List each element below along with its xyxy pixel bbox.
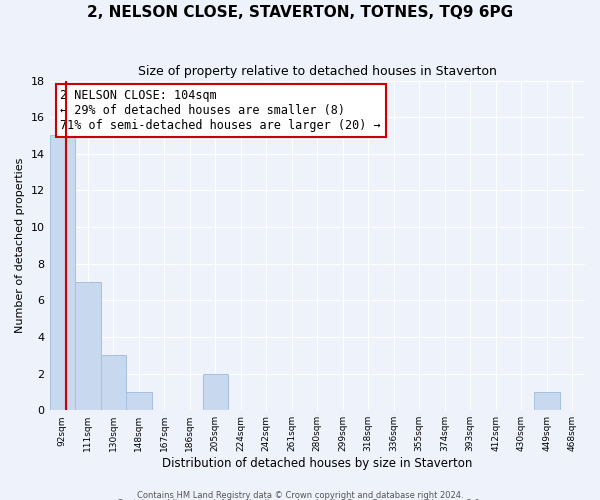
Bar (203, 374, 228, 410)
Y-axis label: Number of detached properties: Number of detached properties (15, 158, 25, 333)
Bar (534, 392, 560, 410)
Text: 2 NELSON CLOSE: 104sqm
← 29% of detached houses are smaller (8)
71% of semi-deta: 2 NELSON CLOSE: 104sqm ← 29% of detached… (60, 89, 381, 132)
Bar (75, 282, 101, 410)
Bar (126, 392, 152, 410)
X-axis label: Distribution of detached houses by size in Staverton: Distribution of detached houses by size … (162, 457, 472, 470)
Bar (101, 356, 126, 410)
Text: Contains public sector information licensed under the Open Government Licence v3: Contains public sector information licen… (118, 499, 482, 500)
Text: Contains HM Land Registry data © Crown copyright and database right 2024.: Contains HM Land Registry data © Crown c… (137, 490, 463, 500)
Title: Size of property relative to detached houses in Staverton: Size of property relative to detached ho… (138, 65, 497, 78)
Bar (50, 136, 75, 410)
Text: 2, NELSON CLOSE, STAVERTON, TOTNES, TQ9 6PG: 2, NELSON CLOSE, STAVERTON, TOTNES, TQ9 … (87, 5, 513, 20)
